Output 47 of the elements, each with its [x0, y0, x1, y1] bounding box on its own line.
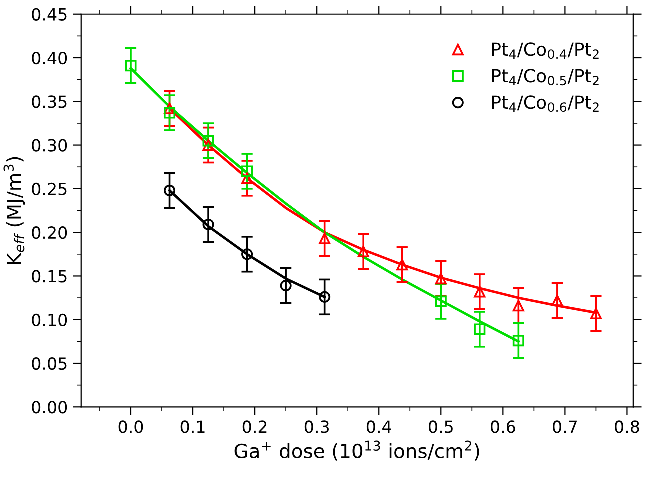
y-tick-label: 0.05 — [32, 357, 67, 370]
point — [435, 273, 447, 285]
x-tick-label: 0.2 — [242, 420, 267, 434]
point — [202, 140, 214, 152]
point — [396, 259, 408, 271]
point — [164, 184, 176, 196]
point — [358, 246, 370, 258]
point — [512, 335, 524, 347]
point — [164, 102, 176, 114]
x-tick-label: 0.6 — [491, 420, 516, 434]
y-tick-label: 0.20 — [32, 226, 68, 240]
y-tick-label: 0.45 — [32, 8, 67, 21]
legend-label: Pt$_{4}$/Co$_{0.6}$/Pt$_{2}$ — [492, 96, 599, 112]
y-tick-label: 0.30 — [32, 139, 68, 152]
y-tick-label: 0.00 — [32, 401, 68, 414]
x-tick-label: 0.3 — [304, 420, 329, 434]
x-tick-label: 0.7 — [553, 420, 578, 434]
point — [552, 294, 564, 306]
y-tick-label: 0.15 — [32, 270, 67, 283]
point — [125, 60, 137, 72]
point — [280, 280, 292, 292]
point — [242, 166, 254, 178]
point — [242, 248, 254, 260]
x-axis-title: Ga$^{+}$ dose (10$^{13}$ ions/cm$^{2}$) — [234, 440, 480, 461]
point — [474, 324, 486, 336]
legend-label: Pt$_{4}$/Co$_{0.5}$/Pt$_{2}$ — [492, 69, 599, 86]
point — [319, 232, 331, 244]
point — [435, 296, 447, 308]
y-tick-label: 0.10 — [32, 314, 68, 326]
x-tick-label: 0.1 — [180, 420, 205, 434]
x-tick-label: 0.5 — [428, 420, 453, 434]
x-tick-label: 0.8 — [615, 420, 640, 434]
point — [202, 218, 214, 230]
x-tick-label: 0.4 — [366, 420, 392, 434]
point — [512, 300, 524, 312]
point — [164, 107, 176, 119]
point — [242, 172, 254, 184]
y-axis-title: K$_{eff}$ (MJ/m$^{3}$) — [4, 157, 26, 264]
point — [474, 286, 486, 298]
y-tick-label: 0.40 — [32, 52, 68, 65]
point — [319, 291, 331, 303]
y-tick-label: 0.35 — [32, 96, 67, 108]
point — [202, 135, 214, 147]
y-tick-label: 0.25 — [32, 182, 67, 196]
point — [590, 308, 602, 320]
x-tick-label: 0.0 — [118, 420, 144, 434]
legend-label: Pt$_{4}$/Co$_{0.4}$/Pt$_{2}$ — [492, 42, 599, 60]
